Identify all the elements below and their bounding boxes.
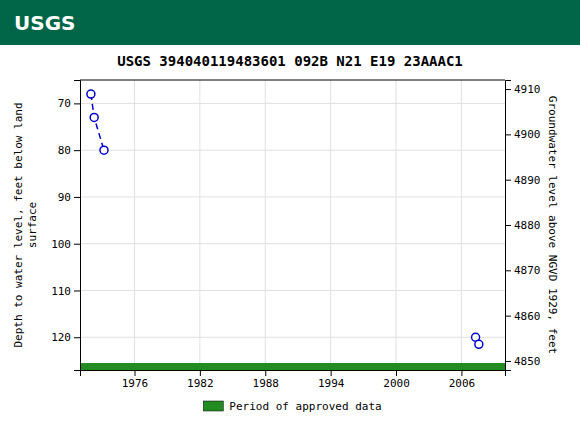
tick-label: 4880	[514, 219, 541, 232]
approved-period	[80, 363, 505, 370]
tick-mark	[505, 225, 511, 226]
tick: 1976	[122, 370, 149, 390]
axis-line	[81, 371, 506, 377]
tick-mark	[396, 370, 397, 376]
grid-line	[80, 337, 505, 338]
y-axis-label: Depth to water level, feet below landsur…	[12, 102, 39, 347]
data-point	[475, 340, 483, 348]
tick: 4880	[505, 219, 541, 232]
y2-axis-label: Groundwater level above NGVD 1929, feet	[546, 96, 559, 354]
grid-line	[330, 80, 331, 370]
tick-label: 70	[58, 97, 71, 110]
legend-swatch	[203, 401, 223, 411]
tick-mark	[505, 89, 511, 90]
tick: 110	[51, 285, 80, 298]
grid	[80, 80, 505, 370]
legend: Period of approved data	[203, 400, 381, 413]
tick-label: 1988	[253, 377, 280, 390]
tick-mark	[331, 370, 332, 376]
title: USGS 394040119483601 092B N21 E19 23AAAC…	[117, 53, 463, 69]
tick: 80	[58, 144, 80, 157]
data-point	[100, 146, 108, 154]
tick: 1994	[318, 370, 345, 390]
tick-label: 2000	[383, 377, 410, 390]
tick-label: 4870	[514, 264, 541, 277]
axis-line	[74, 81, 81, 371]
element: Groundwater level above NGVD 1929, feet	[546, 96, 559, 354]
header-bar	[0, 0, 580, 45]
tick: 4850	[505, 355, 541, 368]
tick-label: 4910	[514, 83, 541, 96]
grid-line	[265, 80, 266, 370]
grid-line	[134, 80, 135, 370]
legend-item: Period of approved data	[203, 400, 381, 413]
annotation: USGS	[14, 11, 75, 35]
tick-label: 4850	[514, 355, 541, 368]
tick-label: 4890	[514, 174, 541, 187]
axis-line	[506, 81, 512, 371]
tick: 4900	[505, 128, 541, 141]
tick: 70	[58, 97, 80, 110]
grid-line	[80, 103, 505, 104]
tick-mark	[505, 180, 511, 181]
tick-mark	[200, 370, 201, 376]
grid-line	[80, 196, 505, 197]
grid-line	[80, 243, 505, 244]
tick-mark	[74, 197, 80, 198]
tick-mark	[505, 316, 511, 317]
tick-label: 120	[51, 331, 71, 344]
tick-mark	[505, 270, 511, 271]
y2-axis: 4850 4860 4870 4880 4890 4900 4910	[505, 81, 541, 371]
tick-mark	[505, 134, 511, 135]
tick-mark	[74, 150, 80, 151]
tick-label: 80	[58, 144, 71, 157]
plot-area	[80, 90, 505, 370]
grid-line	[199, 80, 200, 370]
tick: 4860	[505, 310, 541, 323]
tick-label: 1994	[318, 377, 345, 390]
element: surface	[26, 202, 39, 248]
tick: 4890	[505, 174, 541, 187]
tick-mark	[265, 370, 266, 376]
tick: 2006	[449, 370, 476, 390]
data-line	[91, 94, 479, 344]
tick-mark	[74, 337, 80, 338]
data-point	[87, 90, 95, 98]
tick-mark	[74, 103, 80, 104]
tick-label: 4860	[514, 310, 541, 323]
grid-line	[396, 80, 397, 370]
tick-mark	[74, 244, 80, 245]
tick: 100	[51, 238, 80, 251]
tick-label: 4900	[514, 128, 541, 141]
y-axis: 70 80 90 100 110 120	[51, 81, 80, 371]
tick-label: 100	[51, 238, 71, 251]
legend-label: Period of approved data	[229, 400, 381, 413]
plot-frame	[80, 80, 505, 81]
tick-label: 110	[51, 285, 71, 298]
data-point	[90, 113, 98, 121]
tick-label: 90	[58, 191, 71, 204]
tick: 1988	[253, 370, 280, 390]
tick: 120	[51, 331, 80, 344]
grid-line	[80, 290, 505, 291]
element: Depth to water level, feet below land	[12, 102, 25, 347]
tick: 4870	[505, 264, 541, 277]
tick-mark	[461, 370, 462, 376]
grid-line	[80, 150, 505, 151]
tick-mark	[134, 370, 135, 376]
tick: 1982	[187, 370, 214, 390]
chart: USGS USGS 394040119483601 092B N21 E19 23…	[0, 0, 580, 430]
tick-label: 1976	[122, 377, 149, 390]
grid-line	[461, 80, 462, 370]
tick-mark	[74, 290, 80, 291]
tick-label: 2006	[449, 377, 476, 390]
tick: 4910	[505, 83, 541, 96]
tick-mark	[505, 361, 511, 362]
tick: 90	[58, 191, 80, 204]
tick-label: 1982	[187, 377, 214, 390]
x-axis: 1976 1982 1988 1994 2000 2006	[81, 370, 506, 390]
tick: 2000	[383, 370, 410, 390]
